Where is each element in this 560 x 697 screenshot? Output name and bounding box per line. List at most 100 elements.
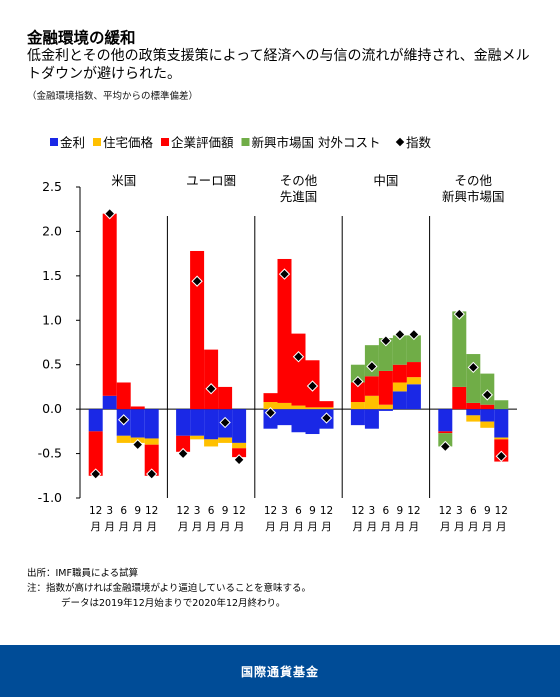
index-marker <box>278 268 291 280</box>
bar-segment-interest <box>305 409 320 435</box>
y-tick-label: 0.0 <box>42 401 62 416</box>
bar-segment-corporate <box>130 406 145 410</box>
x-tick-label: 12 <box>495 505 508 517</box>
bar-segment-interest <box>102 395 117 410</box>
x-tick-label: 6 <box>120 505 127 517</box>
index-marker <box>191 275 203 287</box>
bar-segment-corporate <box>190 250 205 410</box>
bar-segment-corporate <box>263 393 278 403</box>
index-marker <box>306 380 319 392</box>
legend-label: 住宅価格 <box>103 135 154 150</box>
bar-segment-housing <box>466 415 481 422</box>
bar-segment-emfx <box>438 433 453 447</box>
index-marker <box>352 375 364 388</box>
index-marker <box>481 389 493 401</box>
x-tick-unit: 月 <box>468 521 479 533</box>
index-marker <box>264 407 277 419</box>
bar-segment-housing <box>116 435 131 443</box>
bar-segment-interest <box>406 384 421 410</box>
index-marker <box>366 360 378 373</box>
bar-segment-corporate <box>392 364 407 383</box>
unit-note: （金融環境指数、平均からの標準偏差） <box>27 91 199 102</box>
y-tick-label: 1.5 <box>42 268 62 283</box>
bar-segment-corporate <box>319 401 334 408</box>
x-tick-label: 12 <box>439 505 452 517</box>
y-tick-label: -1.0 <box>38 490 62 505</box>
bar-segment-housing <box>204 439 219 447</box>
bar-segment-interest <box>480 409 495 422</box>
x-tick-unit: 月 <box>118 521 129 533</box>
index-marker <box>439 440 451 453</box>
x-tick-label: 3 <box>456 505 463 517</box>
bar-segment-corporate <box>218 386 233 410</box>
x-tick-label: 12 <box>176 505 189 517</box>
y-tick-label: 2.5 <box>42 179 62 194</box>
group-label: その他 <box>280 173 318 188</box>
x-tick-label: 9 <box>309 505 316 517</box>
bar-segment-corporate <box>406 362 421 378</box>
bar-segment-corporate <box>232 448 247 458</box>
bar-segment-interest <box>364 409 379 429</box>
bar-segment-housing <box>277 402 292 410</box>
x-tick-label: 3 <box>369 505 376 517</box>
bar-segment-housing <box>144 438 159 445</box>
bar-segment-corporate <box>438 431 453 434</box>
bar-segment-housing <box>305 407 320 410</box>
bar-segment-corporate <box>102 213 117 396</box>
bar-segment-housing <box>263 402 278 410</box>
chart-svg: 金利 住宅価格 企業評価額 新興市場国 対外コスト 指数 2.5 2.0 1.5 1.0 0.5 0… <box>38 135 517 533</box>
bar-segment-interest <box>88 409 103 432</box>
legend-swatch <box>241 138 250 146</box>
x-tick-label: 3 <box>106 505 113 517</box>
group-label: 米国 <box>111 173 136 188</box>
index-marker <box>408 328 420 341</box>
data-period-line: データは2019年12月始まりで2020年12月終わり。 <box>61 598 286 609</box>
legend-label: 金利 <box>60 135 85 150</box>
bar-segment-housing <box>232 442 247 449</box>
x-tick-unit: 月 <box>496 521 507 533</box>
bar-segment-interest <box>204 409 219 440</box>
x-tick-label: 6 <box>295 505 302 517</box>
footer-bar: 国際通貨基金 <box>0 645 560 697</box>
bar-segment-corporate <box>466 402 481 410</box>
bar-segment-emfx <box>350 364 365 383</box>
x-tick-label: 12 <box>232 505 245 517</box>
bar-segment-housing <box>350 402 365 410</box>
x-tick-label: 6 <box>208 505 215 517</box>
bar-segment-emfx <box>378 338 393 371</box>
y-tick-label: 0.5 <box>42 357 62 372</box>
bar-segment-corporate <box>277 258 292 403</box>
index-marker <box>233 454 245 466</box>
bar-segment-corporate <box>378 370 393 405</box>
x-tick-label: 3 <box>281 505 288 517</box>
y-tick-label: -0.5 <box>38 446 62 461</box>
footer-label: 国際通貨基金 <box>240 664 319 679</box>
bar-segment-interest <box>392 391 407 410</box>
x-tick-unit: 月 <box>146 521 157 533</box>
x-tick-unit: 月 <box>307 521 318 533</box>
index-marker <box>146 468 158 480</box>
x-tick-unit: 月 <box>482 521 493 533</box>
index-marker <box>467 361 479 374</box>
x-tick-unit: 月 <box>321 521 332 533</box>
x-tick-label: 12 <box>145 505 158 517</box>
bar-segment-emfx <box>392 335 407 365</box>
x-tick-label: 9 <box>134 505 141 517</box>
x-tick-unit: 月 <box>192 521 203 533</box>
bar-segment-corporate <box>350 382 365 403</box>
group-label: ユーロ圏 <box>186 173 236 188</box>
legend-label: 企業評価額 <box>171 135 234 150</box>
bar-segment-corporate <box>291 333 306 406</box>
bar-segment-housing <box>494 437 509 440</box>
bar-segment-housing <box>319 407 334 410</box>
x-tick-label: 3 <box>194 505 201 517</box>
x-tick-label: 9 <box>484 505 491 517</box>
x-tick-unit: 月 <box>132 521 143 533</box>
source-notes: 出所：IMF職員による試算 注：指数が高ければ金融環境がより逼迫していることを意… <box>27 566 311 611</box>
bar-segment-interest <box>277 409 292 426</box>
bar-segment-corporate <box>144 444 159 476</box>
bar-segment-corporate <box>116 382 131 410</box>
x-tick-unit: 月 <box>178 521 189 533</box>
bar-segment-housing <box>291 405 306 410</box>
legend-swatch <box>93 138 101 146</box>
